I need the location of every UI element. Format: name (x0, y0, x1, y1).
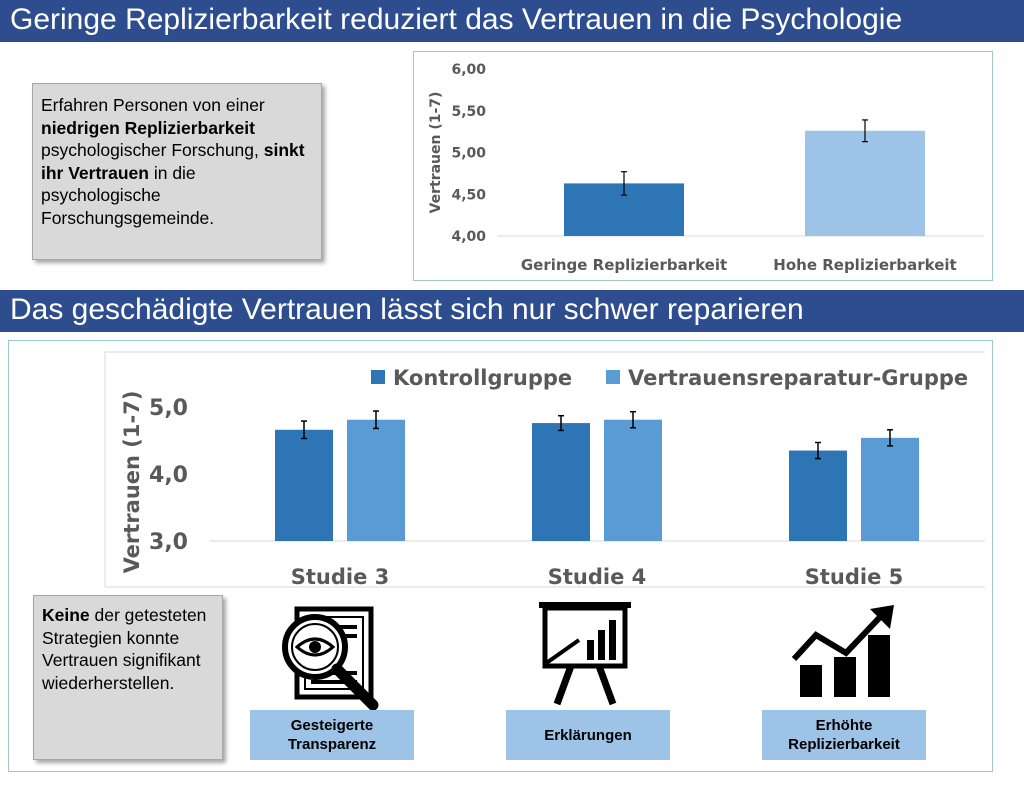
chart1-y-tick-label: 5,50 (451, 104, 486, 120)
chart1-bar (805, 130, 925, 236)
strategy-label-explanations: Erklärungen (506, 710, 670, 760)
growth-chart-icon (791, 605, 894, 697)
chart2-bar (604, 419, 662, 541)
chart1-svg: 4,00 4,50 5,00 5,50 6,00 Vertrauen (1-7) Gerin… (428, 62, 984, 274)
strategy-label-text-1: Gesteigerte Transparenz (287, 717, 377, 753)
note1-text-2: psychologischer Forschung, (41, 140, 264, 160)
chart2-y-axis-label: Vertrauen (1-7) (120, 391, 144, 574)
chart2-category-label: Studie 3 (291, 565, 390, 589)
note2-text-1: der getesteten Strategien konnte Vertrau… (42, 605, 207, 693)
note1-text-1: Erfahren Personen von einer (41, 95, 265, 115)
note2-bold-1: Keine (42, 605, 90, 625)
chart2-legend-swatch (606, 370, 620, 384)
chart1-y-tick-label: 6,00 (451, 62, 486, 78)
chart2-bar (861, 437, 919, 541)
chart2-bar (275, 429, 333, 541)
chart2-y-tick-label: 4,0 (149, 463, 188, 488)
note1-bold-1: niedrigen Replizierbarkeit (41, 117, 255, 138)
chart1-panel: 4,00 4,50 5,00 5,50 6,00 Vertrauen (1-7) Gerin… (413, 51, 993, 281)
magnifier-document-icon (282, 606, 379, 711)
chart1-y-tick-label: 4,00 (451, 229, 486, 245)
note1-text-3: in die psychologische Forschungsgemeinde… (41, 162, 215, 228)
chart2-legend-swatch (371, 370, 385, 384)
chart1-y-axis-label: Vertrauen (1-7) (428, 92, 444, 214)
chart1-y-tick-label: 5,00 (451, 146, 486, 162)
section1-title: Geringe Replizierbarkeit reduziert das V… (0, 0, 1024, 42)
strategy-label-transparency: Gesteigerte Transparenz (250, 710, 414, 760)
section2-title: Das geschädigte Vertrauen lässt sich nur… (0, 290, 1024, 332)
strategy-label-replicability: Erhöhte Replizierbarkeit (762, 710, 926, 760)
chart1-category-label: Geringe Replizierbarkeit (521, 256, 727, 274)
presentation-board-icon (539, 602, 631, 706)
chart2-legend-label: Vertrauensreparatur-Gruppe (628, 366, 968, 390)
chart2-bar (532, 423, 590, 541)
strategy-label-text-3: Erhöhte Replizierbarkeit (788, 717, 900, 753)
chart1-y-tick-label: 4,50 (451, 187, 486, 203)
chart2-bar (789, 450, 847, 541)
chart2-category-label: Studie 4 (548, 565, 647, 589)
chart2-y-tick-label: 3,0 (149, 530, 188, 555)
chart2-bar (347, 419, 405, 541)
chart1-category-label: Hohe Replizierbarkeit (773, 256, 956, 274)
finding-note-1: Erfahren Personen von einer niedrigen Re… (32, 83, 322, 260)
note1-bold-2: sinkt ihr Vertrauen (41, 140, 305, 183)
strategy-label-text-2: Erklärungen (544, 726, 632, 744)
finding-note-2: Keine der getesteten Strategien konnte V… (33, 595, 223, 760)
chart2-y-tick-label: 5,0 (149, 396, 188, 421)
chart2-legend-label: Kontrollgruppe (393, 366, 572, 390)
chart2-category-label: Studie 5 (805, 565, 904, 589)
